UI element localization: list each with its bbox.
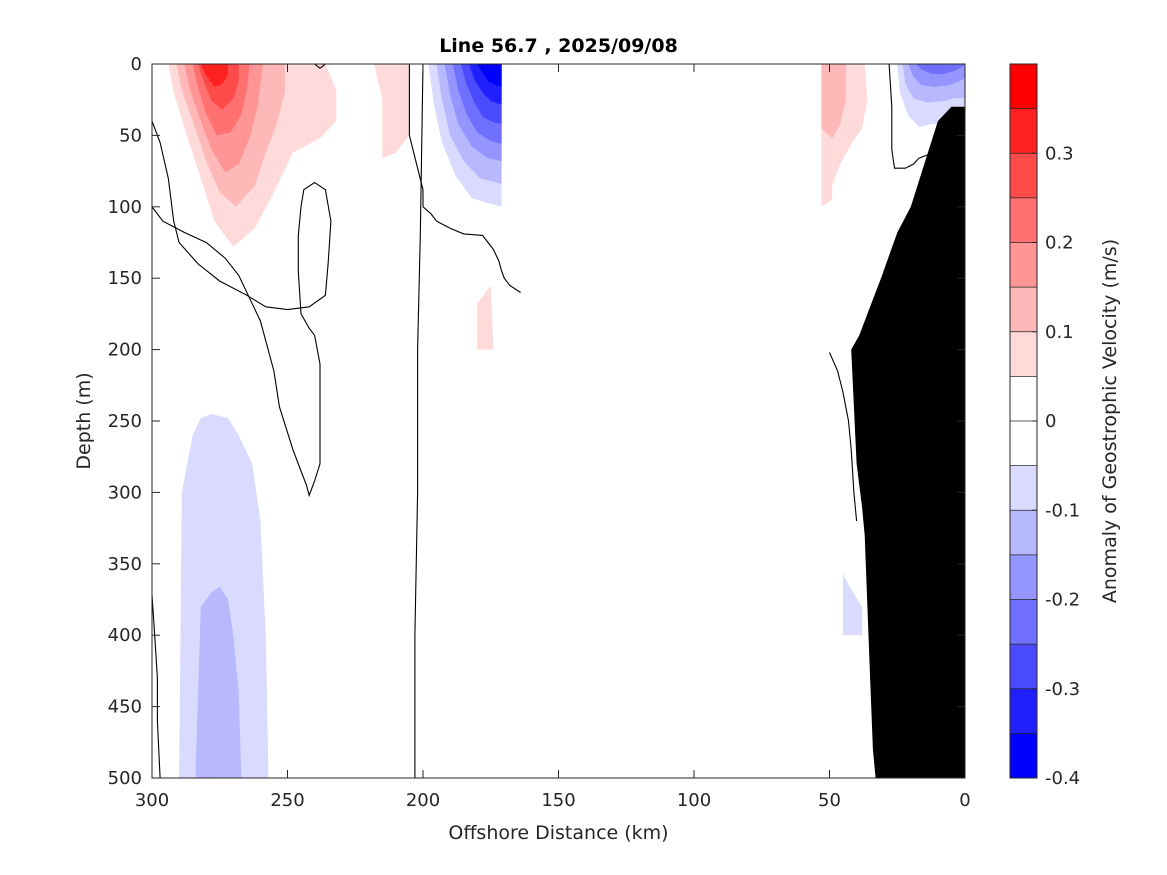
contour-band-5-3	[916, 64, 965, 74]
y-axis-ticks: 0 50 100 150 200 250 300 350 400 450 500	[108, 54, 965, 789]
y-tick-label: 0	[131, 54, 142, 75]
colorbar-swatch	[1010, 242, 1037, 288]
colorbar-tick-label: -0.3	[1045, 679, 1080, 700]
y-tick-label: 100	[108, 197, 142, 218]
contour-band-1-0	[374, 64, 410, 159]
contour-band-7-0	[843, 573, 862, 636]
colorbar-swatch	[1010, 64, 1037, 109]
colorbar-swatch	[1010, 644, 1037, 689]
x-tick-label: 250	[270, 790, 304, 811]
chart-title: Line 56.7 , 2025/09/08	[439, 35, 678, 57]
x-tick-label: 50	[818, 790, 841, 811]
zero-contour-line-3	[408, 64, 521, 293]
colorbar-swatch	[1010, 331, 1037, 377]
contour-band-2-0	[477, 285, 494, 350]
colorbar-tick-label: 0.3	[1045, 143, 1074, 164]
colorbar-swatch	[1010, 599, 1037, 645]
colorbar-tick-label: -0.1	[1045, 500, 1080, 521]
bottom-topography	[851, 106, 965, 778]
y-tick-label: 300	[108, 482, 142, 503]
colorbar-tick-label: 0.1	[1045, 322, 1074, 343]
y-tick-label: 500	[108, 768, 142, 789]
x-tick-label: 200	[406, 790, 440, 811]
zero-contour-line-1	[152, 595, 161, 778]
y-tick-label: 150	[108, 268, 142, 289]
zero-contour-line-2	[414, 64, 424, 778]
zero-contour-line-5	[828, 352, 858, 522]
y-tick-label: 200	[108, 340, 142, 361]
y-tick-label: 50	[119, 125, 142, 146]
colorbar-swatch	[1010, 733, 1037, 778]
colorbar-swatch	[1010, 108, 1037, 154]
colorbar-swatch	[1010, 465, 1037, 511]
zero-contour-line-4	[314, 64, 326, 70]
colorbar-swatch	[1010, 153, 1037, 198]
x-tick-label: 150	[541, 790, 575, 811]
contour-band-0-5	[200, 64, 228, 87]
y-tick-label: 400	[108, 625, 142, 646]
x-tick-label: 0	[959, 790, 970, 811]
y-tick-label: 350	[108, 554, 142, 575]
x-axis-label: Offshore Distance (km)	[448, 822, 668, 844]
y-axis-label: Depth (m)	[73, 372, 95, 469]
colorbar-swatch	[1010, 421, 1037, 466]
colorbar-label: Anomaly of Geostrophic Velocity (m/s)	[1099, 239, 1121, 603]
colorbar-tick-label: 0	[1045, 411, 1056, 432]
contour-fill-layer	[168, 64, 965, 778]
x-tick-label: 300	[135, 790, 169, 811]
colorbar-swatch	[1010, 554, 1037, 600]
x-axis-ticks: 300 250 200 150 100 50 0	[135, 64, 971, 811]
contour-band-4-6	[477, 64, 502, 87]
contour-band-6-1	[195, 586, 242, 778]
colorbar-swatch	[1010, 197, 1037, 243]
colorbar-swatch	[1010, 510, 1037, 555]
colorbar-tick-label: -0.4	[1045, 768, 1080, 789]
colorbar-tick-label: 0.2	[1045, 233, 1074, 254]
y-tick-label: 250	[108, 411, 142, 432]
y-tick-label: 450	[108, 697, 142, 718]
colorbar-swatch	[1010, 688, 1037, 734]
colorbar: -0.4 -0.3 -0.2 -0.1 0 0.1 0.2 0.3	[1009, 63, 1080, 789]
zero-contour-lines	[152, 64, 965, 778]
colorbar-tick-label: -0.2	[1045, 590, 1080, 611]
zero-contour-line-0	[152, 120, 332, 498]
colorbar-swatch	[1010, 376, 1037, 421]
colorbar-swatch	[1010, 287, 1037, 332]
contour-band-3-1	[821, 64, 846, 139]
x-tick-label: 100	[677, 790, 711, 811]
